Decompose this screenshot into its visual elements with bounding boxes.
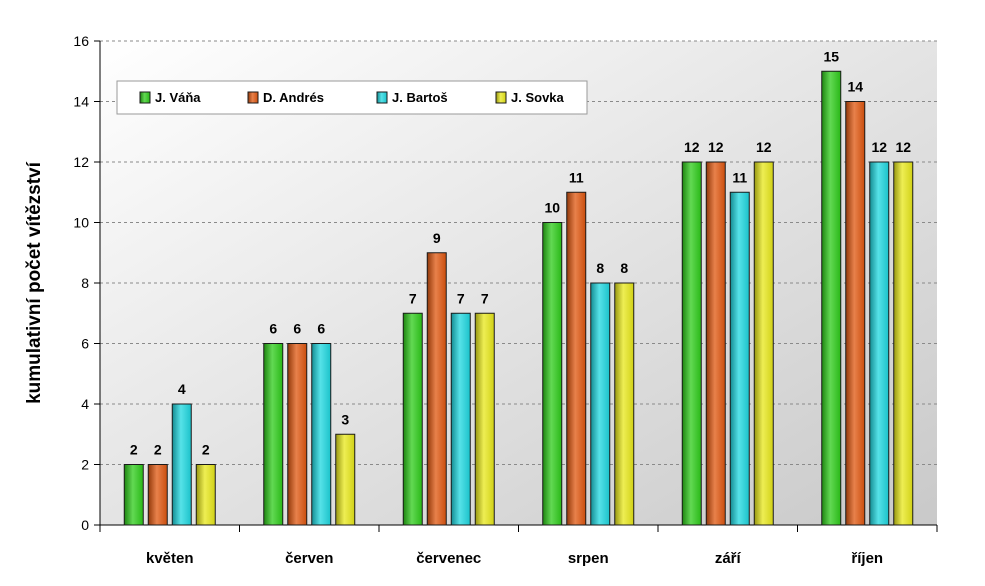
bar [753, 161, 774, 526]
y-tick-label: 8 [81, 275, 89, 291]
bar [729, 191, 750, 526]
legend-swatch [139, 91, 151, 104]
data-label: 4 [178, 381, 186, 397]
x-category-label: srpen [568, 550, 609, 567]
data-label: 9 [433, 230, 441, 246]
bar [287, 343, 308, 526]
data-label: 11 [732, 169, 747, 185]
bars [123, 70, 914, 526]
y-tick-label: 6 [81, 336, 89, 352]
data-label: 2 [154, 442, 162, 458]
data-label: 14 [847, 79, 863, 95]
legend-label: J. Bartoš [392, 90, 448, 105]
legend-box [116, 80, 588, 115]
x-category-label: září [715, 550, 742, 567]
bar [614, 282, 635, 526]
bar [893, 161, 914, 526]
bar [590, 282, 611, 526]
x-category-label: červenec [416, 550, 481, 567]
bar [542, 222, 563, 526]
bar [845, 101, 866, 526]
legend-swatch [376, 91, 388, 104]
data-label: 2 [202, 442, 210, 458]
x-category-label: květen [146, 550, 194, 567]
data-label: 7 [409, 290, 417, 306]
data-label: 11 [569, 169, 584, 185]
bar [474, 312, 495, 526]
bar [147, 464, 168, 526]
y-tick-label: 0 [81, 517, 89, 533]
y-tick-label: 16 [73, 33, 89, 49]
data-label: 12 [756, 139, 772, 155]
y-tick-label: 10 [73, 215, 89, 231]
bar [681, 161, 702, 526]
legend-swatch [247, 91, 259, 104]
legend-swatch [495, 91, 507, 104]
bar [705, 161, 726, 526]
bar [335, 433, 356, 526]
bar [450, 312, 471, 526]
legend: J. Váňa D. Andrés J. Bartoš J. Sovka [116, 80, 588, 115]
y-tick-label: 14 [73, 94, 89, 110]
gridlines [100, 40, 937, 465]
axes: 0 2 4 6 8 10 12 14 16 květen červen červenec srpen zá… [73, 33, 938, 567]
data-label: 7 [481, 290, 489, 306]
data-label: 12 [684, 139, 700, 155]
y-tick-label: 4 [81, 396, 89, 412]
data-label: 8 [596, 260, 604, 276]
bar [171, 403, 192, 526]
bar [311, 343, 332, 526]
data-label: 7 [457, 290, 465, 306]
y-axis-label: kumulativní počet vítězství [24, 161, 45, 404]
legend-label: J. Sovka [511, 90, 565, 105]
data-label: 12 [895, 139, 911, 155]
legend-label: D. Andrés [263, 90, 324, 105]
x-category-label: říjen [851, 550, 883, 567]
bar [123, 464, 144, 526]
bar [566, 191, 587, 526]
data-label: 3 [341, 411, 349, 427]
data-label: 15 [823, 48, 839, 64]
data-label: 2 [130, 442, 138, 458]
y-tick-label: 2 [81, 457, 89, 473]
legend-label: J. Váňa [155, 90, 201, 105]
data-label: 6 [269, 321, 277, 337]
bar [426, 252, 447, 526]
bar [869, 161, 890, 526]
bar [821, 70, 842, 526]
data-label: 8 [620, 260, 628, 276]
data-label: 12 [871, 139, 887, 155]
bar [263, 343, 284, 526]
data-label: 6 [317, 321, 325, 337]
x-category-label: červen [285, 550, 333, 567]
data-label: 6 [293, 321, 301, 337]
data-label: 12 [708, 139, 724, 155]
data-label: 10 [544, 200, 560, 216]
bar [402, 312, 423, 526]
bar [195, 464, 216, 526]
y-tick-label: 12 [73, 154, 89, 170]
